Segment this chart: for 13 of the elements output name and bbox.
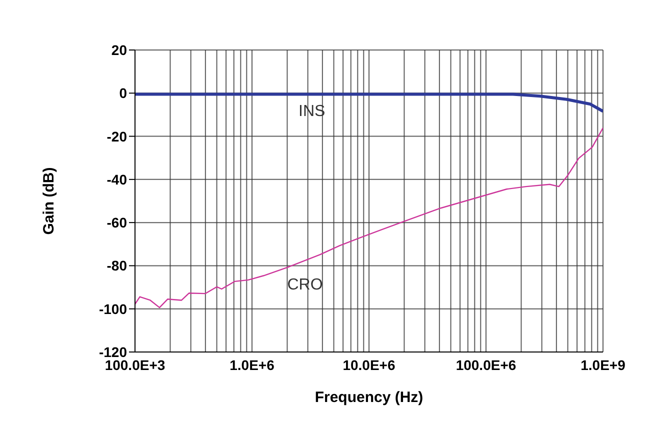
x-tick-label: 100.0E+6 — [456, 356, 516, 373]
y-tick-label: -60 — [106, 214, 128, 231]
y-tick-label: -100 — [98, 300, 128, 317]
x-axis-title: Frequency (Hz) — [314, 389, 424, 406]
y-tick-label: 20 — [111, 42, 128, 58]
y-tick-label: -40 — [106, 171, 128, 188]
y-axis-title: Gain (dB) — [40, 167, 58, 235]
x-tick-label: 10.0E+6 — [342, 356, 396, 373]
y-tick-label: -80 — [106, 258, 128, 274]
y-tick-label: -20 — [106, 128, 128, 144]
x-tick-label: 1.0E+6 — [230, 356, 275, 373]
y-tick-label: 0 — [119, 85, 128, 102]
x-tick-label: 1.0E+9 — [580, 356, 626, 373]
